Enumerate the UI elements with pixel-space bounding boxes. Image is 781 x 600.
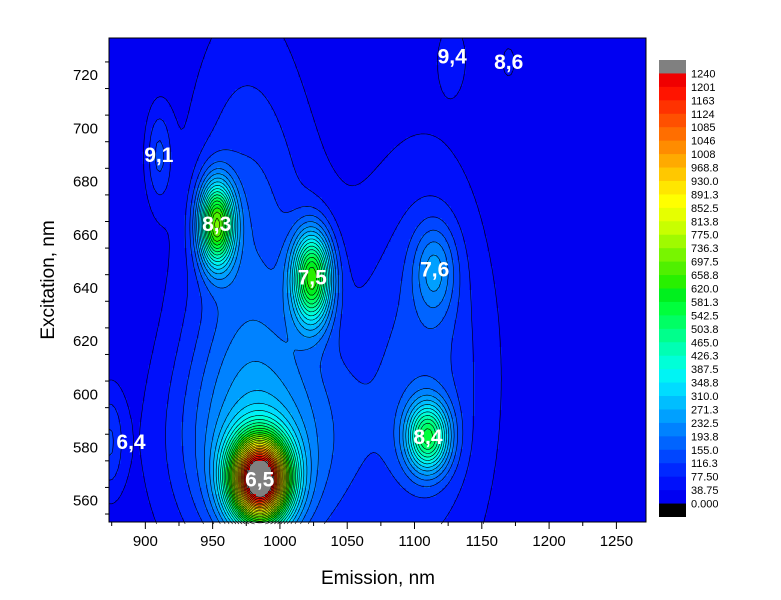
heatmap-cells	[109, 38, 646, 522]
